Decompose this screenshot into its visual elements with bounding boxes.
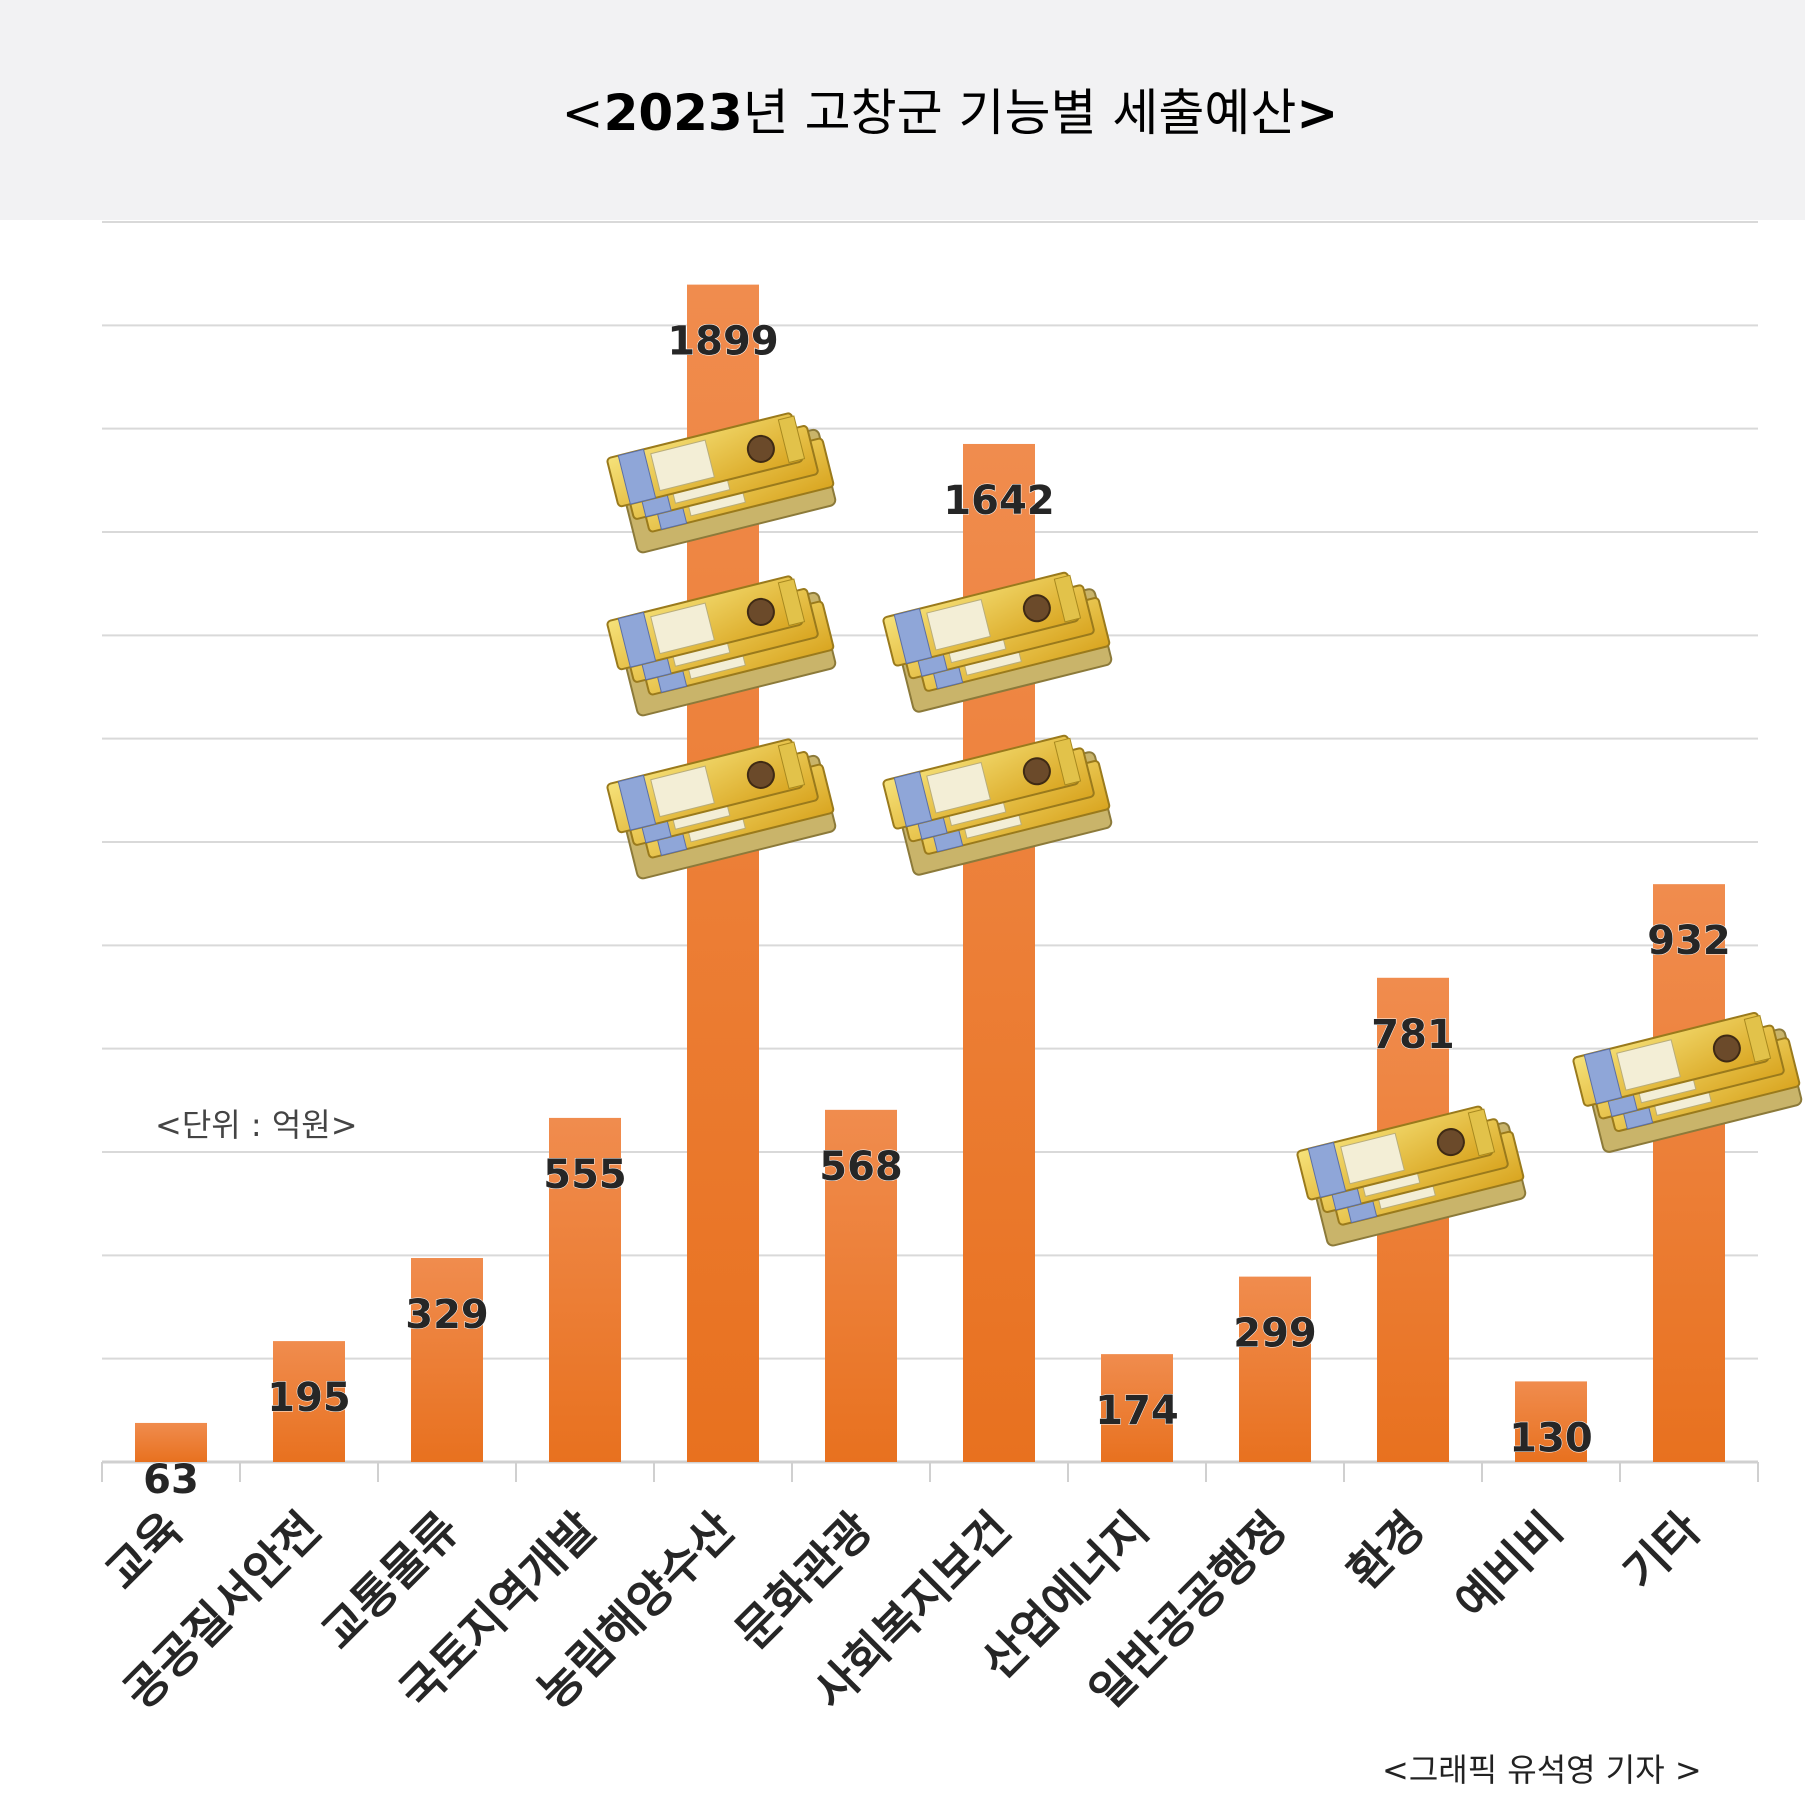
chart-title-open: < [561,84,604,142]
bar [1653,884,1725,1462]
banknote-decorations [606,412,1803,1247]
chart-title-close: > [1296,84,1339,142]
value-label: 195 [267,1375,351,1421]
banknote-stack-icon [606,575,837,717]
value-label: 130 [1509,1415,1593,1461]
value-label: 1899 [667,319,778,365]
value-label: 299 [1233,1311,1317,1357]
chart-title-text: 년 고창군 기능별 세출예산 [742,84,1297,142]
banknote-stack-icon [1572,1011,1803,1153]
value-label: 555 [543,1152,627,1198]
banknote-stack-icon [606,412,837,554]
value-label: 174 [1095,1388,1179,1434]
value-label: 329 [405,1292,489,1338]
bar [549,1117,621,1462]
bar [411,1258,483,1462]
bar [1515,1381,1587,1462]
value-label: 1642 [943,478,1054,524]
bar [1239,1276,1311,1462]
bar [273,1341,345,1462]
value-labels: 63 195 329 555 1899 568 1642 174 299 781 130 932 [143,318,1732,1503]
value-label: 781 [1371,1012,1455,1058]
bar [1101,1354,1173,1462]
banknote-stack-icon [882,734,1113,876]
category-label: 예비비 [1445,1502,1573,1630]
category-labels: 교육공공질서안전교통물류국토지역개발농림해양수산문화관광사회복지보건산업에너지일… [95,1502,1711,1720]
unit-note: <단위 : 억원> [155,1106,358,1144]
banknote-stack-icon [882,571,1113,713]
banknote-stack-icon [606,738,837,880]
graphic-credit: <그래픽 유석영 기자 > [1382,1751,1702,1789]
x-axis [101,1460,1759,1482]
value-label: 63 [143,1457,199,1503]
value-label: 932 [1647,918,1731,964]
bar [135,1422,207,1462]
chart-title-year: 2023 [603,84,743,142]
chart-title: <2023년 고창군 기능별 세출예산> [0,78,1805,148]
category-label: 기타 [1613,1502,1711,1600]
banknote-stack-icon [1296,1105,1527,1247]
bars [135,284,1725,1463]
gridlines [102,221,1758,1360]
category-label: 교육 [95,1502,193,1600]
category-label: 환경 [1337,1502,1435,1600]
title-band [0,0,1805,220]
bar [825,1109,897,1462]
value-label: 568 [819,1144,903,1190]
